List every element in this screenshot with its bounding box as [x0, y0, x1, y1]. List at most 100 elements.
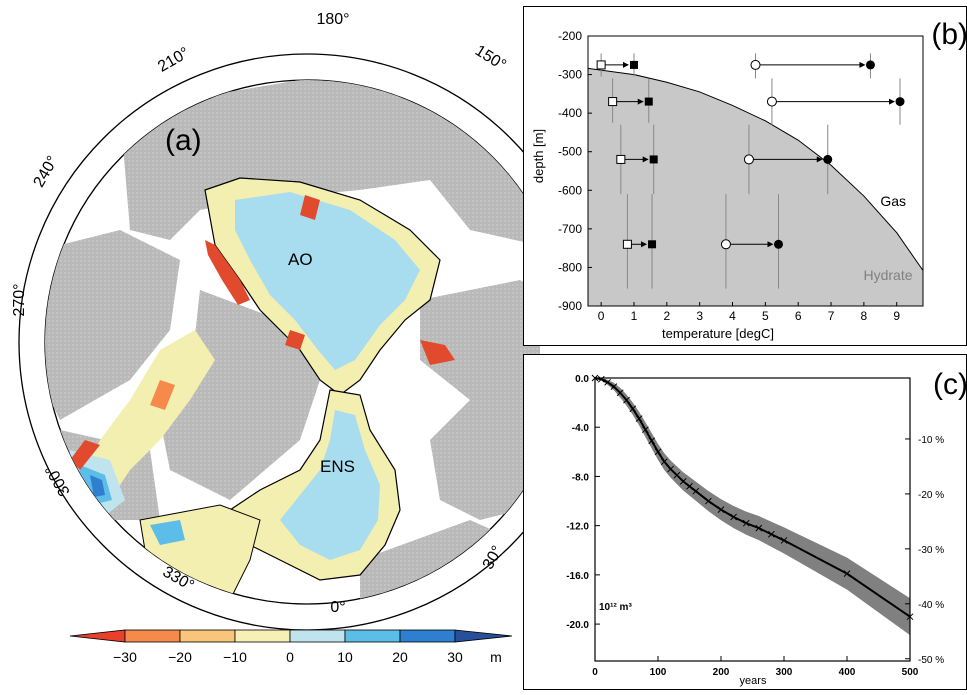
region-label-gas: Gas — [880, 193, 906, 209]
end-circle-marker — [773, 239, 783, 249]
data-point-cross — [623, 396, 630, 404]
data-point-cross — [679, 478, 687, 485]
baffin-shelf — [80, 330, 215, 500]
lon-label-210: 210° — [155, 44, 192, 75]
colorbar-tick: 0 — [286, 649, 294, 665]
x-tick-label: 500 — [902, 667, 919, 678]
data-point-cross — [648, 437, 656, 445]
x-tick-label: 7 — [828, 309, 835, 323]
lon-label-150: 150° — [472, 42, 509, 74]
end-square-marker — [629, 60, 638, 69]
y-axis-label: depth [m] — [531, 129, 546, 183]
x-tick-label: 2 — [663, 309, 670, 323]
arrow-head — [859, 61, 866, 68]
data-point-cross — [730, 513, 737, 521]
y-tick-label: -400 — [558, 106, 582, 120]
data-point-cross — [635, 415, 643, 422]
data-point-cross — [660, 458, 668, 466]
x-tick-label: 0 — [592, 667, 598, 678]
colorbar-tick: −10 — [223, 649, 247, 665]
x-tick-label: 5 — [762, 309, 769, 323]
data-point-cross — [673, 471, 681, 479]
data-point-cross — [780, 537, 788, 544]
y-tick-label: 0.0 — [575, 374, 589, 385]
region-label-hydrate: Hydrate — [863, 267, 912, 283]
labrador-deepest — [90, 475, 105, 497]
lon-label-270: 270° — [11, 283, 28, 316]
x-tick-label: 0 — [598, 309, 605, 323]
hydrate-stability-panel: 0 1 2 3 4 5 6 7 8 9 -200 -300 -400 -500 -600 -700 -800 -9… — [523, 6, 967, 346]
panel-a-label: (a) — [165, 124, 202, 157]
x-tick-label: 8 — [861, 309, 868, 323]
start-square-marker — [608, 97, 618, 107]
start-square-marker — [596, 60, 606, 70]
data-point-cross — [604, 378, 611, 386]
data-point-cross — [629, 405, 637, 413]
polar-map-panel: 180° 150° 210° 240° 270° 300° 330° 0° 30… — [11, 11, 596, 665]
data-point-cross — [717, 506, 725, 514]
end-circle-marker — [865, 60, 875, 70]
end-square-marker — [649, 155, 658, 164]
loss-rim-north — [300, 195, 320, 220]
colorbar-unit: m — [490, 649, 502, 665]
y-tick-label: -500 — [558, 145, 582, 159]
start-circle-marker — [720, 239, 731, 250]
colorbar-tick: −30 — [113, 649, 137, 665]
arrow-head — [816, 156, 823, 163]
data-point-cross — [843, 570, 851, 577]
colorbar-tick: −20 — [168, 649, 192, 665]
loss-rim-baffin — [150, 380, 175, 410]
arrow-head — [767, 241, 774, 248]
y-tick-label: -20.0 — [566, 620, 589, 631]
volume-timeseries-panel: 0 100 200 300 400 500 0.0 -4.0 -8.0 -12.0 -16.0 -20… — [523, 354, 967, 690]
y-right-tick-label: -20 % — [918, 490, 944, 501]
data-point-cross — [610, 383, 618, 390]
loss-rim-labrador — [70, 440, 100, 470]
y-tick-label: -16.0 — [566, 571, 589, 582]
arctic-ocean-deep — [235, 192, 420, 370]
y-right-tick-label: -30 % — [918, 545, 944, 556]
y-tick-label: -600 — [558, 183, 582, 197]
data-point-cross — [705, 497, 712, 505]
y-right-tick-label: -10 % — [918, 435, 944, 446]
data-point-cross — [597, 375, 605, 383]
y-right-tick-label: -40 % — [918, 600, 944, 611]
start-square-marker — [622, 239, 632, 249]
x-tick-label: 200 — [713, 667, 730, 678]
plot-frame — [587, 35, 924, 307]
x-axis-label: temperature [degC] — [662, 326, 774, 341]
colorbar-tick: 20 — [392, 649, 408, 665]
y-tick-label: -12.0 — [566, 522, 589, 533]
data-point-cross — [616, 389, 624, 397]
land-canada — [45, 230, 180, 420]
y-tick-label: -900 — [558, 299, 582, 313]
y-tick-label: -800 — [558, 260, 582, 274]
data-point-cross — [686, 482, 693, 490]
arrow-head — [637, 98, 644, 105]
nordic-seas-deep — [280, 410, 380, 560]
x-tick-label: 9 — [893, 309, 900, 323]
hydrate-chart-svg: 0 1 2 3 4 5 6 7 8 9 -200 -300 -400 -500 -600 -700 -800 -9… — [523, 6, 967, 346]
region-label-ens: ENS — [320, 457, 355, 476]
volume-chart-svg: 0 100 200 300 400 500 0.0 -4.0 -8.0 -12.0 -16.0 -20… — [523, 354, 967, 690]
lon-label-0: 0° — [330, 599, 345, 616]
x-tick-label: 1 — [631, 309, 638, 323]
panel-c-label: (c) — [933, 368, 967, 401]
x-tick-label: 6 — [795, 309, 802, 323]
end-square-marker — [648, 240, 657, 249]
southern-deep — [150, 520, 185, 545]
colorbar — [69, 629, 513, 643]
hydrate-region — [588, 68, 923, 307]
colorbar-tick: 10 — [337, 649, 353, 665]
x-tick-label: 4 — [729, 309, 736, 323]
data-point-cross — [654, 448, 662, 456]
loss-rim-east — [420, 340, 455, 365]
unit-label: 10¹² m³ — [599, 602, 632, 613]
arrow-head — [889, 98, 896, 105]
lon-label-240: 240° — [30, 153, 61, 190]
start-circle-marker — [743, 154, 754, 165]
loss-rim-strait — [285, 330, 305, 350]
stability-curve — [587, 67, 924, 271]
x-tick-label: 300 — [776, 667, 793, 678]
arrow-head — [641, 241, 648, 248]
